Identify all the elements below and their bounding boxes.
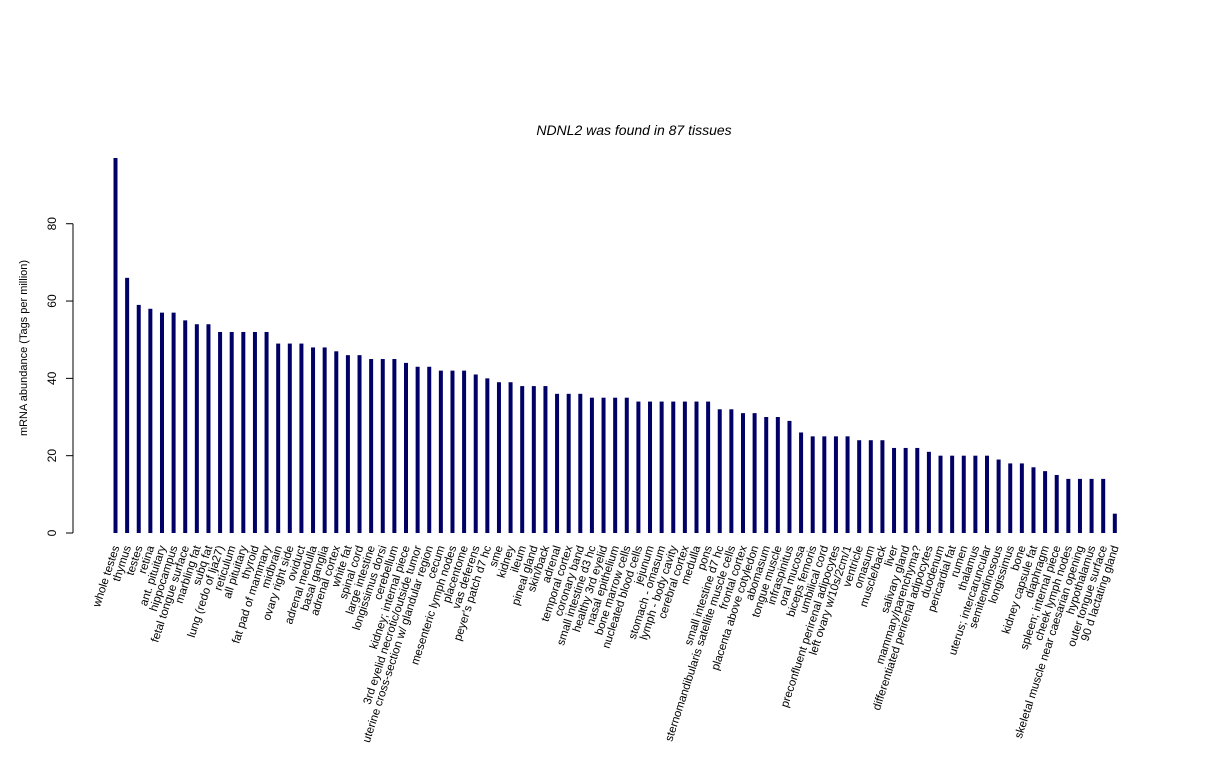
bar xyxy=(1112,513,1117,533)
bar xyxy=(392,359,397,533)
y-tick-label: 80 xyxy=(45,217,59,231)
bar xyxy=(1008,463,1013,533)
bar xyxy=(868,440,873,533)
bar xyxy=(1019,463,1024,533)
bar xyxy=(1043,471,1048,533)
bar xyxy=(1089,478,1094,533)
bar xyxy=(706,401,711,533)
bar xyxy=(845,436,850,533)
bar xyxy=(148,308,153,533)
bar xyxy=(578,393,583,533)
bar xyxy=(973,455,978,533)
bar xyxy=(717,409,722,533)
bar xyxy=(1031,467,1036,533)
bar xyxy=(799,432,804,533)
bars xyxy=(113,158,1117,533)
bar xyxy=(543,386,548,533)
bar xyxy=(589,397,594,533)
bar xyxy=(915,447,920,533)
bar xyxy=(531,386,536,533)
bar xyxy=(1077,478,1082,533)
bar xyxy=(334,351,339,533)
bar xyxy=(694,401,699,533)
bar xyxy=(1066,478,1071,533)
y-axis: 0 20 40 60 80 xyxy=(45,217,74,536)
bar xyxy=(113,158,118,533)
bar xyxy=(740,413,745,533)
bar xyxy=(299,343,304,533)
bar xyxy=(566,393,571,533)
bar xyxy=(752,413,757,533)
bar xyxy=(857,440,862,533)
y-axis-label: mRNA abundance (Tags per million) xyxy=(18,260,30,436)
bar xyxy=(311,347,316,533)
bar xyxy=(926,451,931,533)
bar xyxy=(996,459,1001,533)
bar xyxy=(183,320,188,533)
bar xyxy=(508,382,513,533)
bar xyxy=(822,436,827,533)
bar xyxy=(1054,475,1059,533)
bar xyxy=(438,370,443,533)
bar xyxy=(485,378,490,533)
bar xyxy=(624,397,629,533)
y-tick-label: 20 xyxy=(45,449,59,463)
chart-title: NDNL2 was found in 87 tissues xyxy=(536,122,731,138)
bar xyxy=(462,370,467,533)
y-tick-label: 0 xyxy=(45,529,59,536)
bar xyxy=(450,370,455,533)
bar xyxy=(404,362,408,533)
bar xyxy=(648,401,653,533)
bar xyxy=(276,343,281,533)
bar xyxy=(892,447,897,533)
bar xyxy=(322,347,327,533)
bar xyxy=(950,455,955,533)
bar xyxy=(555,393,560,533)
bar xyxy=(171,312,176,533)
bar xyxy=(241,331,246,533)
bar xyxy=(985,455,989,533)
bar xyxy=(159,312,164,533)
bar xyxy=(357,355,362,533)
bar xyxy=(136,304,141,533)
bar xyxy=(810,436,815,533)
bar xyxy=(787,420,792,533)
bar xyxy=(496,382,501,533)
bar xyxy=(264,331,269,533)
bar xyxy=(252,331,257,533)
bar xyxy=(938,455,943,533)
bar xyxy=(729,409,734,533)
bar xyxy=(671,401,676,533)
bar xyxy=(427,366,432,533)
bar xyxy=(206,324,211,533)
bar xyxy=(636,401,641,533)
bar xyxy=(369,359,374,533)
bar xyxy=(961,455,966,533)
y-tick-label: 40 xyxy=(45,371,59,385)
y-tick-label: 60 xyxy=(45,294,59,308)
bar xyxy=(287,343,292,533)
bar xyxy=(345,355,350,533)
bar xyxy=(764,417,769,533)
bar xyxy=(473,374,478,533)
bar xyxy=(775,417,780,533)
bar xyxy=(903,447,908,533)
bar xyxy=(880,440,885,533)
bar xyxy=(380,359,385,533)
bar xyxy=(601,397,606,533)
bar xyxy=(194,324,199,533)
bar xyxy=(613,397,618,533)
bar xyxy=(833,436,838,533)
bar xyxy=(682,401,687,533)
bar xyxy=(125,277,130,533)
bar xyxy=(229,331,234,533)
bar xyxy=(218,331,223,533)
bar xyxy=(415,366,420,533)
bar xyxy=(1101,478,1106,533)
bar xyxy=(659,401,664,533)
bar xyxy=(520,386,525,533)
